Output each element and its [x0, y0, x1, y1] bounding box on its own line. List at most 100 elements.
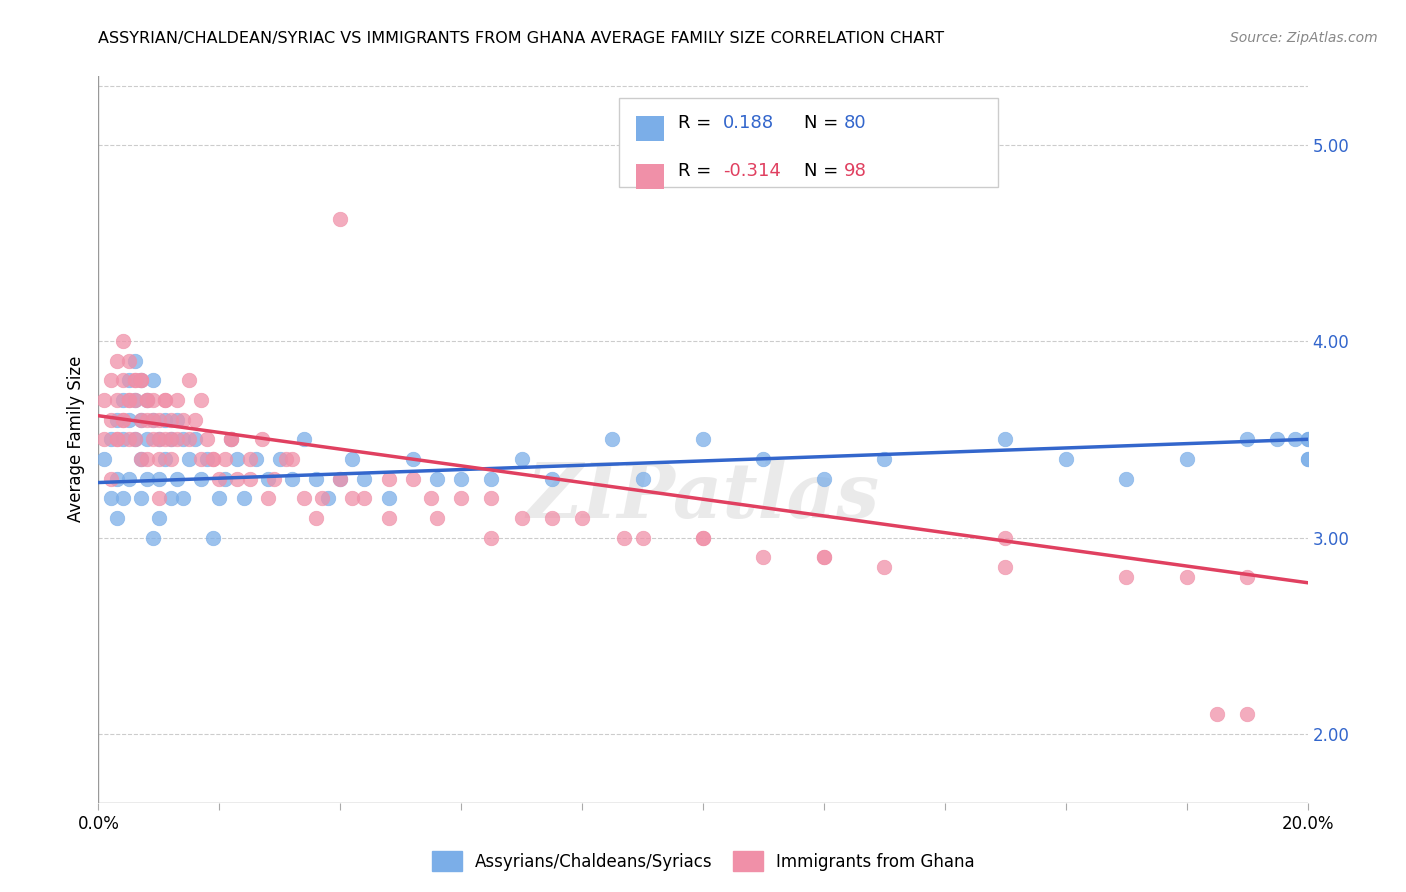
Point: [1296, 452, 1319, 467]
Point: [172, 412, 194, 426]
Point: [420, 491, 443, 506]
Y-axis label: Average Family Size: Average Family Size: [66, 356, 84, 523]
Point: [166, 432, 188, 446]
Point: [190, 472, 212, 486]
Point: [481, 531, 503, 545]
Point: [111, 491, 134, 506]
Point: [402, 472, 425, 486]
Point: [316, 491, 339, 506]
Point: [160, 452, 183, 467]
Point: [93, 392, 115, 407]
Point: [135, 412, 157, 426]
Point: [148, 432, 170, 446]
Point: [426, 472, 449, 486]
Point: [450, 472, 472, 486]
Text: 0.188: 0.188: [723, 114, 773, 132]
Text: N =: N =: [804, 114, 838, 132]
Point: [124, 373, 146, 387]
Point: [353, 491, 375, 506]
Point: [160, 412, 183, 426]
Point: [221, 432, 243, 446]
Point: [1236, 432, 1258, 446]
Point: [1115, 472, 1137, 486]
Point: [329, 472, 352, 486]
Point: [190, 452, 212, 467]
Point: [281, 452, 304, 467]
Point: [179, 373, 201, 387]
Text: N =: N =: [804, 162, 838, 180]
Text: R =: R =: [678, 114, 711, 132]
Point: [93, 452, 115, 467]
Point: [873, 452, 896, 467]
Point: [342, 491, 364, 506]
Text: ASSYRIAN/CHALDEAN/SYRIAC VS IMMIGRANTS FROM GHANA AVERAGE FAMILY SIZE CORRELATIO: ASSYRIAN/CHALDEAN/SYRIAC VS IMMIGRANTS F…: [98, 31, 945, 46]
Point: [100, 373, 122, 387]
Point: [93, 432, 115, 446]
Point: [994, 531, 1017, 545]
Text: 80: 80: [844, 114, 866, 132]
Point: [100, 412, 122, 426]
Point: [631, 531, 654, 545]
Point: [111, 412, 134, 426]
Point: [1175, 452, 1198, 467]
Point: [105, 392, 128, 407]
Point: [1175, 570, 1198, 584]
Point: [129, 412, 152, 426]
Text: R =: R =: [678, 162, 711, 180]
Point: [124, 373, 146, 387]
Point: [100, 432, 122, 446]
Point: [752, 550, 775, 565]
Point: [179, 432, 201, 446]
Point: [813, 550, 835, 565]
Point: [305, 511, 328, 525]
Point: [160, 432, 183, 446]
Point: [142, 432, 165, 446]
Point: [292, 432, 315, 446]
Point: [111, 412, 134, 426]
Point: [245, 452, 267, 467]
Point: [135, 452, 157, 467]
Point: [124, 392, 146, 407]
Point: [142, 531, 165, 545]
Point: [111, 392, 134, 407]
Point: [105, 472, 128, 486]
Point: [153, 392, 176, 407]
Point: [510, 452, 533, 467]
Point: [105, 432, 128, 446]
Point: [135, 392, 157, 407]
Point: [353, 472, 375, 486]
Point: [1054, 452, 1077, 467]
Point: [602, 432, 624, 446]
Point: [118, 392, 141, 407]
Point: [873, 560, 896, 574]
Text: ZIPatlas: ZIPatlas: [526, 460, 880, 534]
Point: [239, 452, 262, 467]
Point: [100, 472, 122, 486]
Text: 98: 98: [844, 162, 866, 180]
Point: [153, 392, 176, 407]
Point: [692, 432, 714, 446]
Point: [1296, 432, 1319, 446]
Point: [1236, 707, 1258, 722]
Point: [105, 511, 128, 525]
Point: [118, 432, 141, 446]
Point: [148, 511, 170, 525]
Point: [1284, 432, 1306, 446]
Point: [994, 432, 1017, 446]
Point: [481, 472, 503, 486]
Point: [166, 392, 188, 407]
Point: [166, 472, 188, 486]
Point: [613, 531, 636, 545]
Point: [148, 432, 170, 446]
Point: [124, 432, 146, 446]
Text: -0.314: -0.314: [723, 162, 780, 180]
Point: [329, 472, 352, 486]
Point: [124, 353, 146, 368]
Point: [111, 334, 134, 348]
Point: [129, 373, 152, 387]
Point: [129, 452, 152, 467]
Point: [281, 472, 304, 486]
Point: [166, 412, 188, 426]
Point: [481, 491, 503, 506]
Point: [402, 452, 425, 467]
